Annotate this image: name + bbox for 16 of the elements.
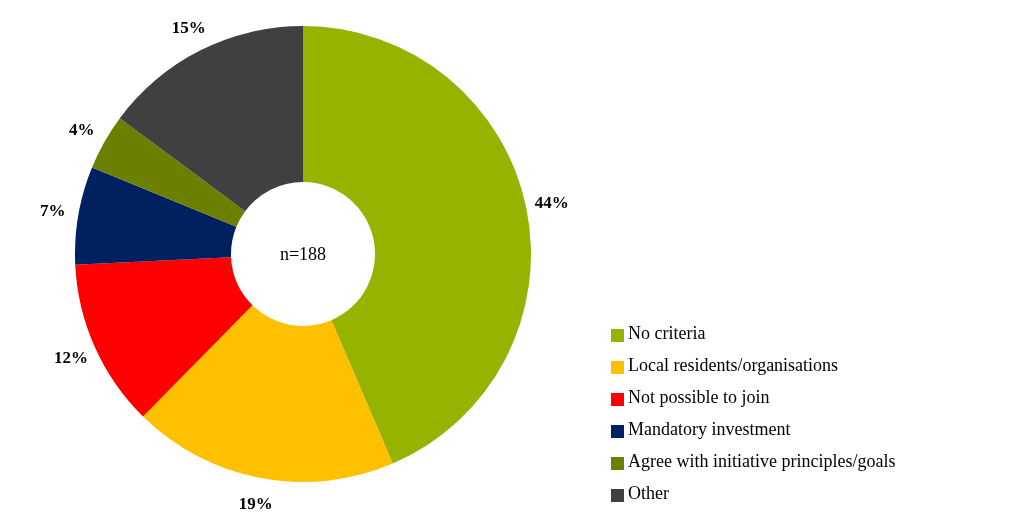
donut-slice — [143, 305, 393, 482]
data-label: 7% — [39, 201, 66, 221]
data-label: 12% — [54, 348, 89, 368]
legend-label: Other — [628, 483, 669, 503]
data-label: 4% — [68, 119, 95, 139]
data-label: 19% — [238, 494, 273, 514]
legend-label: No criteria — [628, 323, 706, 343]
text: n=188 — [279, 244, 327, 264]
donut-slice — [75, 167, 237, 265]
legend-label: Local residents/organisations — [628, 355, 839, 375]
data-label: 44% — [534, 193, 569, 213]
legend-label: Not possible to join — [628, 387, 770, 407]
legend-label: Mandatory investment — [628, 419, 791, 439]
legend-label: Agree with initiative principles/goals — [628, 451, 896, 471]
donut-slice — [92, 118, 246, 227]
data-label: 15% — [171, 17, 206, 37]
